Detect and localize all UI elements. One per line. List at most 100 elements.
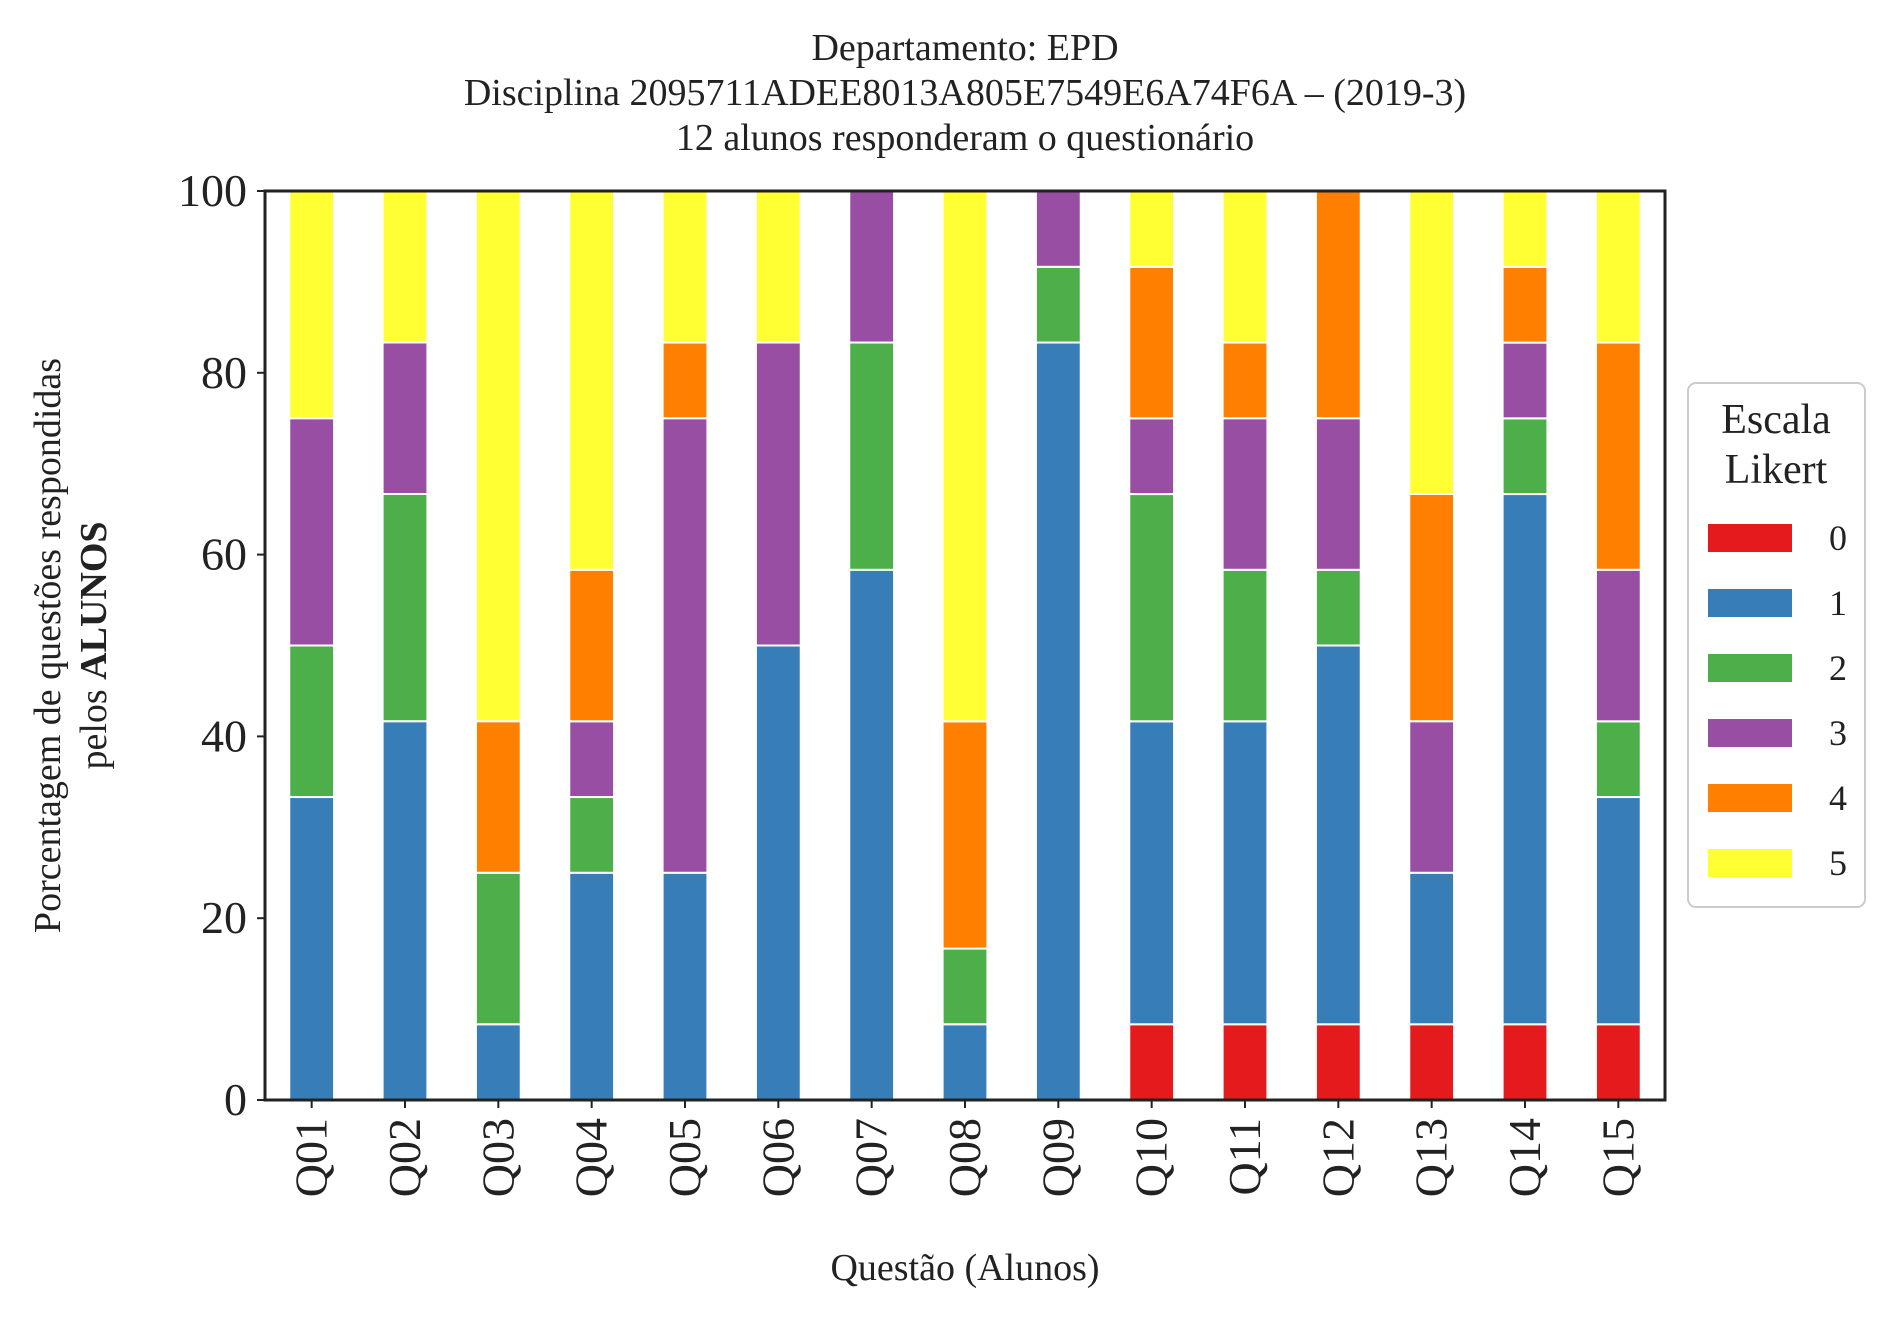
bar-segment-q10-likert-3 <box>1128 417 1176 496</box>
x-axis: Q01 Q02 Q03 Q04 Q05 Q06 Q07 Q08 Q09 Q10 Q11 Q12 Q13 Q… <box>286 1100 1643 1197</box>
y-axis-label-prefix: pelos <box>73 680 115 770</box>
bar-segment-q13-likert-1 <box>1408 871 1456 1026</box>
bar-segment-q15-likert-3 <box>1594 568 1642 723</box>
chart-title-line: Departamento: EPD <box>811 27 1118 69</box>
bar-segment-q02-likert-3 <box>381 341 429 495</box>
bar-segment-q11-likert-3 <box>1221 417 1269 571</box>
legend-box <box>1687 382 1866 908</box>
y-tick-label: 80 <box>201 347 247 398</box>
x-tick-label: Q12 <box>1312 1118 1363 1197</box>
x-tick-label: Q08 <box>939 1118 990 1197</box>
x-tick-label: Q05 <box>659 1118 710 1197</box>
x-tick-label: Q10 <box>1126 1118 1177 1197</box>
bar-segment-q06-likert-3 <box>754 341 802 647</box>
x-tick-label: Q01 <box>286 1118 337 1197</box>
chart-title-line: Disciplina 2095711ADEE8013A805E7549E6A74… <box>464 72 1466 114</box>
y-tick-label: 100 <box>178 165 247 216</box>
x-tick-label: Q13 <box>1406 1118 1457 1197</box>
bar-segment-q09-likert-2 <box>1034 265 1082 344</box>
bar-segment-q04-likert-4 <box>568 568 616 723</box>
chart-title-line: 12 alunos responderam o questionário <box>676 117 1254 159</box>
legend-label: 0 <box>1829 518 1847 558</box>
x-tick-label: Q15 <box>1592 1118 1643 1197</box>
x-tick-label: Q11 <box>1219 1118 1270 1196</box>
bar-segment-q08-likert-2 <box>941 947 989 1026</box>
bars <box>288 189 1642 1102</box>
bar-segment-q04-likert-5 <box>568 190 616 571</box>
legend-label: 4 <box>1829 778 1847 818</box>
bar-segment-q06-likert-5 <box>754 190 802 344</box>
bar-segment-q04-likert-3 <box>568 720 616 799</box>
bar-segment-q12-likert-2 <box>1314 568 1362 647</box>
bar-segment-q11-likert-4 <box>1221 341 1269 420</box>
bar-segment-q08-likert-5 <box>941 190 989 723</box>
bar-segment-q11-likert-1 <box>1221 720 1269 1026</box>
bar-segment-q13-likert-0 <box>1408 1023 1456 1101</box>
x-tick-label: Q06 <box>752 1118 803 1197</box>
bar-segment-q08-likert-1 <box>941 1023 989 1101</box>
legend-label: 1 <box>1829 583 1847 623</box>
bar-segment-q07-likert-3 <box>848 190 896 344</box>
bar-segment-q15-likert-4 <box>1594 341 1642 571</box>
bar-segment-q02-likert-1 <box>381 720 429 1102</box>
x-tick-label: Q04 <box>566 1118 617 1197</box>
legend-label: 5 <box>1829 843 1847 883</box>
legend-label: 2 <box>1829 648 1847 688</box>
bar-segment-q07-likert-1 <box>848 568 896 1101</box>
bar-segment-q09-likert-1 <box>1034 341 1082 1102</box>
bar-segment-q13-likert-4 <box>1408 492 1456 723</box>
y-axis-label: Porcentagem de questões respondidas pelos… <box>27 358 115 933</box>
legend-label: 3 <box>1829 713 1847 753</box>
y-axis-label-bold: ALUNOS <box>73 521 115 679</box>
y-axis: 0 20 40 60 80 100 <box>178 165 265 1125</box>
bar-segment-q12-likert-0 <box>1314 1023 1362 1101</box>
bar-segment-q03-likert-5 <box>474 190 522 723</box>
bar-segment-q10-likert-5 <box>1128 190 1176 268</box>
legend-title: Likert <box>1725 447 1828 493</box>
bar-segment-q14-likert-1 <box>1501 493 1549 1026</box>
bar-segment-q14-likert-4 <box>1501 265 1549 344</box>
legend-swatch-3 <box>1708 719 1792 747</box>
bar-segment-q05-likert-1 <box>661 871 709 1101</box>
bar-segment-q05-likert-5 <box>661 190 709 344</box>
y-axis-label-line1: Porcentagem de questões respondidas <box>27 358 69 933</box>
bar-segment-q15-likert-0 <box>1594 1023 1642 1101</box>
bar-segment-q07-likert-2 <box>848 341 896 571</box>
x-tick-label: Q02 <box>379 1118 430 1197</box>
x-axis-label: Questão (Alunos) <box>830 1247 1099 1289</box>
x-tick-label: Q03 <box>472 1118 523 1197</box>
bar-segment-q04-likert-1 <box>568 871 616 1101</box>
bar-segment-q14-likert-3 <box>1501 341 1549 420</box>
x-tick-label: Q09 <box>1032 1118 1083 1197</box>
legend-swatch-5 <box>1708 849 1792 877</box>
bar-segment-q01-likert-5 <box>288 190 336 420</box>
bar-segment-q10-likert-2 <box>1128 493 1176 723</box>
bar-segment-q15-likert-1 <box>1594 796 1642 1026</box>
x-tick-label: Q14 <box>1499 1118 1550 1197</box>
bar-segment-q12-likert-1 <box>1314 644 1362 1026</box>
x-tick-label: Q07 <box>846 1118 897 1197</box>
bar-segment-q03-likert-1 <box>474 1023 522 1101</box>
bar-segment-q14-likert-0 <box>1501 1023 1549 1101</box>
bar-segment-q03-likert-4 <box>474 720 522 874</box>
bar-segment-q09-likert-3 <box>1034 190 1082 268</box>
bar-segment-q11-likert-5 <box>1221 190 1269 344</box>
y-axis-label-line2: pelos ALUNOS <box>73 521 115 769</box>
bar-segment-q14-likert-2 <box>1501 417 1549 496</box>
bar-segment-q11-likert-2 <box>1221 568 1269 723</box>
y-tick-label: 0 <box>224 1074 247 1125</box>
bar-segment-q05-likert-4 <box>661 341 709 420</box>
bar-segment-q12-likert-4 <box>1314 190 1362 420</box>
y-tick-label: 40 <box>201 710 247 761</box>
bar-segment-q08-likert-4 <box>941 720 989 950</box>
legend-swatch-2 <box>1708 654 1792 682</box>
bar-segment-q15-likert-5 <box>1594 190 1642 344</box>
bar-segment-q11-likert-0 <box>1221 1023 1269 1101</box>
bar-segment-q02-likert-2 <box>381 492 429 723</box>
bar-segment-q01-likert-1 <box>288 796 336 1101</box>
bar-segment-q05-likert-3 <box>661 417 709 874</box>
bar-segment-q13-likert-5 <box>1408 190 1456 495</box>
